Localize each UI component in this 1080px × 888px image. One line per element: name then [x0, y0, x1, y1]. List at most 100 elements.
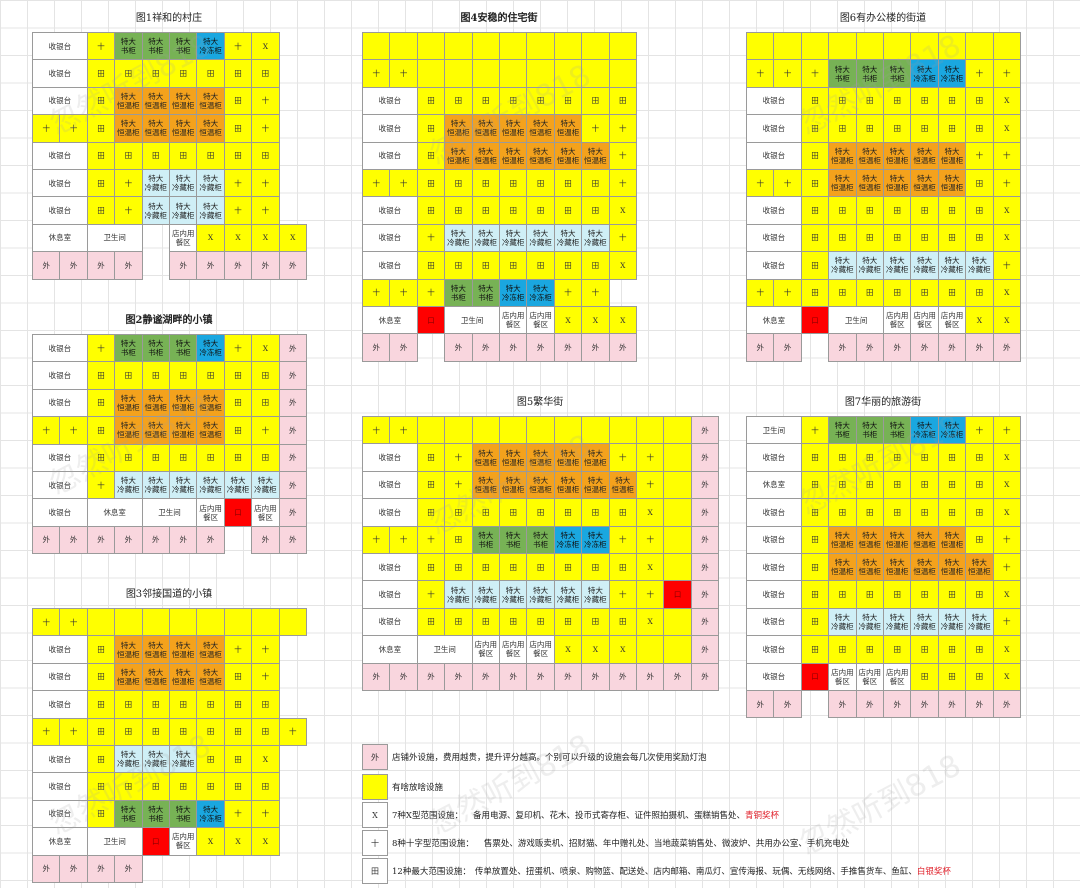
max-range-cell: 田: [141, 443, 170, 472]
red-marker-cell: 口: [663, 580, 692, 609]
warmer-cabinet-cell: 特大 恒温柜: [499, 114, 528, 143]
max-range-cell: 田: [965, 443, 994, 472]
cross-range-cell: 十: [965, 59, 994, 88]
legend-items-max-range: 传单放置处、扭蛋机、喷泉、购物篮、配送处、店内邮箱、南瓜灯、宣传海报、玩偶、无线…: [474, 867, 917, 877]
empty-slot-cell: [169, 608, 198, 637]
max-range-cell: 田: [800, 169, 830, 198]
max-range-cell: 田: [499, 607, 528, 637]
outside-facility-cell: 外: [690, 553, 720, 582]
freezer-cell: 特大 冷冻柜: [937, 59, 967, 88]
max-range-cell: 田: [581, 196, 610, 225]
max-range-cell: 田: [800, 553, 830, 582]
outside-facility-cell: 外: [690, 443, 720, 472]
max-range-cell: 田: [883, 86, 912, 116]
cross-range-cell: 十: [444, 443, 473, 472]
outside-facility-cell: 外: [59, 854, 88, 883]
max-range-cell: 田: [965, 86, 994, 116]
warmer-cabinet-cell: 特大 恒温柜: [141, 86, 170, 116]
outside-facility-cell: 外: [32, 251, 61, 280]
max-range-cell: 田: [141, 772, 170, 801]
x-range-cell: X: [581, 635, 610, 664]
warmer-cabinet-cell: 特大 恒温柜: [937, 525, 967, 554]
cross-range-cell: 十: [992, 525, 1021, 554]
empty-slot-cell: [663, 470, 692, 500]
outside-facility-cell: 外: [278, 416, 307, 445]
legend-row-any: 有啥放啥设施: [362, 774, 443, 800]
max-range-cell: 田: [526, 498, 555, 527]
outside-facility-cell: 外: [141, 525, 170, 555]
outside-facility-cell: 外: [114, 854, 143, 883]
outside-facility-cell: 外: [526, 333, 555, 362]
max-range-cell: 田: [251, 772, 280, 801]
outside-facility-cell: 外: [690, 416, 720, 445]
fridge-cell: 特大 冷藏柜: [196, 169, 225, 198]
cashier-cell: 收银台: [746, 443, 802, 472]
empty-slot-cell: [526, 59, 555, 88]
cross-range-cell: 十: [59, 608, 88, 637]
max-range-cell: 田: [553, 498, 583, 527]
max-range-cell: 田: [800, 470, 830, 500]
bookcase-cell: 特大 书柜: [828, 59, 857, 88]
outside-facility-cell: 外: [32, 525, 61, 555]
outside-facility-cell: 外: [690, 498, 720, 527]
dining-area-cell: 店内用 餐区: [196, 498, 225, 527]
warmer-cabinet-cell: 特大 恒温柜: [499, 470, 528, 500]
outside-facility-cell: 外: [471, 333, 500, 362]
warmer-cabinet-cell: 特大 恒温柜: [581, 443, 610, 472]
max-range-cell: 田: [444, 525, 473, 554]
cross-range-cell: 十: [444, 470, 473, 500]
x-range-cell: X: [992, 306, 1021, 335]
cashier-cell: 收银台: [32, 662, 88, 692]
dining-area-cell: 店内用 餐区: [169, 223, 198, 253]
cross-range-cell: 十: [416, 278, 446, 307]
cashier-cell: 收银台: [32, 32, 88, 61]
empty-slot-cell: [663, 498, 692, 527]
fridge-cell: 特大 冷藏柜: [499, 223, 528, 253]
warmer-cabinet-cell: 特大 恒温柜: [141, 416, 170, 445]
lounge-cell: 休息室: [86, 498, 143, 527]
max-range-cell: 田: [910, 278, 939, 307]
cross-range-cell: 十: [251, 662, 280, 692]
outside-facility-cell: 外: [59, 251, 88, 280]
outside-facility-cell: 外: [499, 662, 528, 691]
max-range-cell: 田: [937, 498, 967, 527]
empty-slot-cell: [526, 32, 555, 61]
lounge-cell: 休息室: [362, 306, 418, 335]
max-range-cell: 田: [883, 580, 912, 609]
empty-slot-cell: [663, 525, 692, 554]
warmer-cabinet-cell: 特大 恒温柜: [169, 86, 198, 116]
outside-facility-cell: 外: [196, 525, 225, 555]
legend-row-max-range: 田 12种最大范围设施： 传单放置处、扭蛋机、喷泉、购物篮、配送处、店内邮箱、南…: [362, 858, 951, 884]
fridge-cell: 特大 冷藏柜: [526, 580, 555, 609]
max-range-cell: 田: [910, 662, 939, 691]
x-range-cell: X: [636, 607, 665, 637]
x-range-cell: X: [196, 827, 225, 856]
empty-slot-cell: [471, 59, 500, 88]
warmer-cabinet-cell: 特大 恒温柜: [937, 169, 967, 198]
max-range-cell: 田: [86, 196, 116, 225]
warmer-cabinet-cell: 特大 恒温柜: [526, 443, 555, 472]
bookcase-cell: 特大 书柜: [141, 32, 170, 61]
max-range-cell: 田: [855, 196, 884, 225]
lounge-cell: 休息室: [32, 223, 88, 253]
max-range-cell: 田: [471, 553, 500, 582]
fridge-cell: 特大 冷藏柜: [169, 745, 198, 774]
bookcase-cell: 特大 书柜: [883, 59, 912, 88]
freezer-cell: 特大 冷冻柜: [196, 334, 225, 363]
outside-facility-cell: 外: [883, 690, 912, 719]
max-range-cell: 田: [937, 443, 967, 472]
outside-facility-cell: 外: [773, 333, 802, 362]
warmer-cabinet-cell: 特大 恒温柜: [553, 470, 583, 500]
red-marker-cell: 口: [800, 662, 830, 691]
max-range-cell: 田: [608, 498, 637, 527]
fridge-cell: 特大 冷藏柜: [169, 169, 198, 198]
warmer-cabinet-cell: 特大 恒温柜: [444, 114, 473, 143]
outside-facility-cell: 外: [992, 333, 1021, 362]
red-marker-cell: 口: [416, 306, 446, 335]
max-range-cell: 田: [223, 86, 253, 116]
fridge-cell: 特大 冷藏柜: [910, 251, 939, 280]
max-range-cell: 田: [416, 498, 446, 527]
empty-slot-cell: [883, 32, 912, 61]
max-range-cell: 田: [196, 141, 225, 170]
outside-facility-cell: 外: [416, 662, 446, 691]
